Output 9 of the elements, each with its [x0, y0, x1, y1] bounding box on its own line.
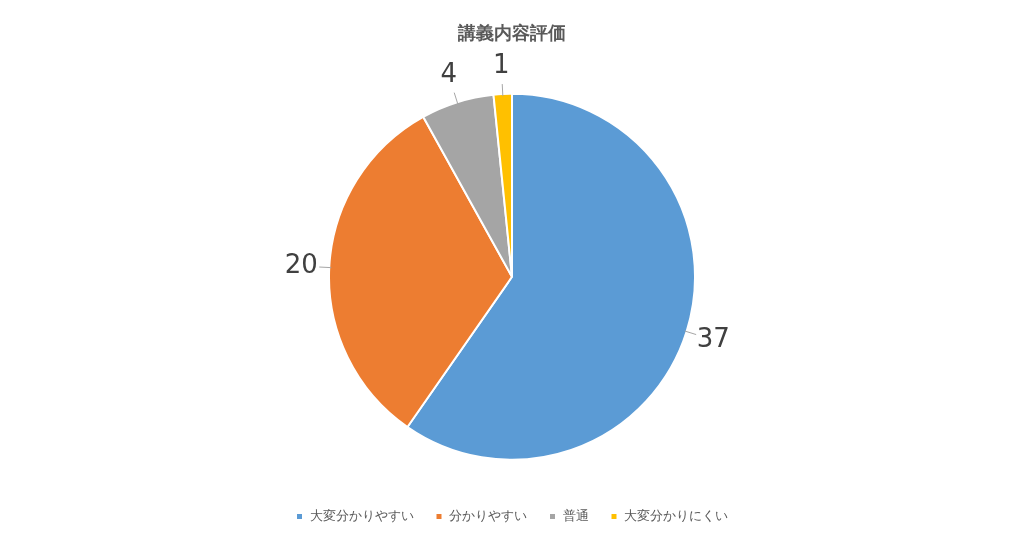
legend-label: 大変分かりやすい: [309, 507, 414, 523]
legend-label: 分かりやすい: [449, 507, 527, 523]
legend-label: 大変分かりにくい: [624, 507, 728, 523]
legend-label: 普通: [562, 507, 589, 523]
data-label: 37: [696, 322, 730, 353]
data-label: 1: [493, 48, 510, 79]
data-label: 20: [284, 248, 318, 279]
chart-title: 講義内容評価: [457, 22, 566, 44]
data-label: 4: [440, 58, 458, 89]
